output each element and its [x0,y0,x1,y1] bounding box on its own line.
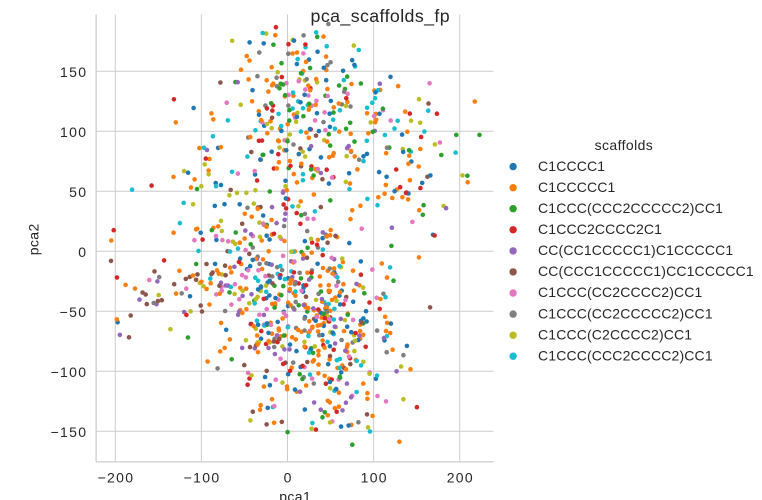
svg-text:−150: −150 [51,424,88,440]
svg-text:0: 0 [284,469,293,485]
svg-text:150: 150 [60,64,87,80]
svg-text:C1CCC(CC2CCCC2)CC1: C1CCC(CC2CCCC2)CC1 [538,284,703,300]
svg-text:−100: −100 [184,469,221,485]
svg-text:C1CCCCC1: C1CCCCC1 [538,179,615,195]
svg-text:pca_scaffolds_fp: pca_scaffolds_fp [311,6,451,27]
svg-text:0: 0 [78,244,87,260]
svg-text:100: 100 [60,124,87,140]
svg-text:−50: −50 [60,304,88,320]
svg-text:C1CCC(C2CCCC2)CC1: C1CCC(C2CCCC2)CC1 [538,326,692,342]
svg-text:scaffolds: scaffolds [595,137,654,153]
svg-text:100: 100 [361,469,388,485]
svg-text:pca2: pca2 [26,223,42,255]
svg-text:−100: −100 [51,364,88,380]
svg-text:200: 200 [447,469,474,485]
svg-text:−200: −200 [98,469,135,485]
svg-text:CC(CCC1CCCCC1)CC1CCCCC1: CC(CCC1CCCCC1)CC1CCCCC1 [538,263,754,279]
svg-text:C1CCC(CCC2CCCC2)CC1: C1CCC(CCC2CCCC2)CC1 [538,347,713,363]
svg-text:pca1: pca1 [279,489,311,500]
svg-text:CC(CC1CCCCC1)C1CCCCC1: CC(CC1CCCCC1)C1CCCCC1 [538,242,733,258]
svg-text:C1CCC(CC2CCCCC2)CC1: C1CCC(CC2CCCCC2)CC1 [538,305,713,321]
svg-text:C1CCC2CCCC2C1: C1CCC2CCCC2C1 [538,221,662,237]
svg-text:50: 50 [69,184,87,200]
svg-text:C1CCCC1: C1CCCC1 [538,158,605,174]
svg-text:C1CCC(CCC2CCCCC2)CC1: C1CCC(CCC2CCCCC2)CC1 [538,200,723,216]
